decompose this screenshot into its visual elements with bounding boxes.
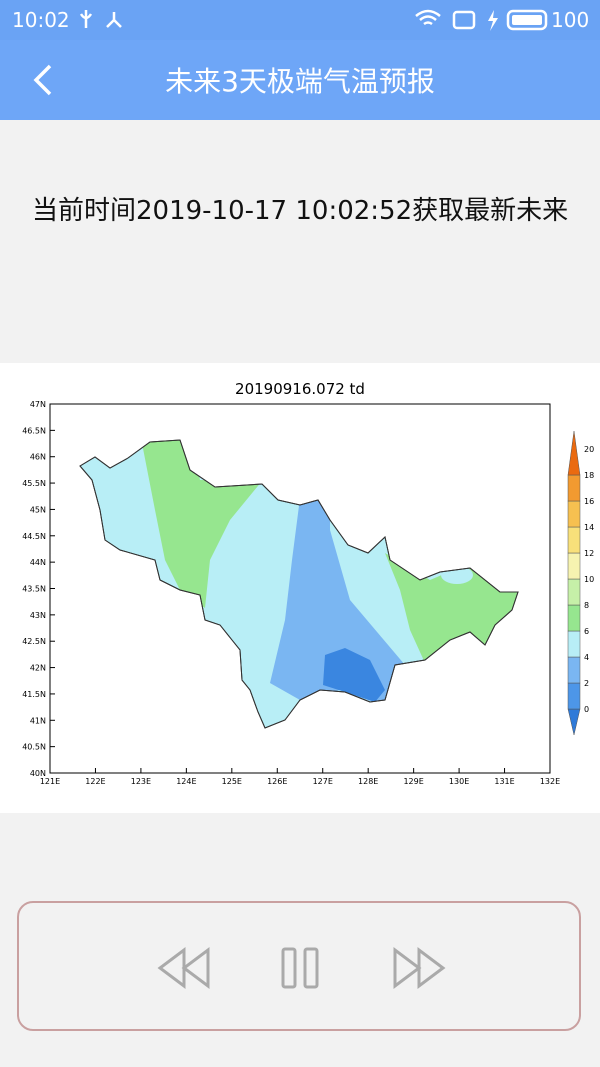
lon-label: 129E [403, 777, 423, 786]
lon-label: 132E [540, 777, 560, 786]
lon-label: 131E [494, 777, 514, 786]
colorbar-label: 6 [584, 627, 589, 636]
colorbar-label: 10 [584, 575, 594, 584]
colorbar-segment [567, 682, 581, 710]
map-image: 20190916.072 td 0 2 4 6 8 10 12 14 16 18 20 47N 46.… [22, 380, 594, 786]
colorbar-label: 14 [584, 523, 594, 532]
lat-label: 42.5N [22, 637, 46, 646]
colorbar-label: 20 [584, 445, 594, 454]
lat-label: 40.5N [22, 743, 46, 752]
lon-label: 121E [40, 777, 60, 786]
colorbar-label: 12 [584, 549, 594, 558]
colorbar-label: 4 [584, 653, 589, 662]
lat-label: 47N [30, 400, 46, 409]
colorbar-end [567, 430, 581, 476]
status-bar: 10:02 100 [0, 0, 600, 40]
forward-button[interactable] [393, 947, 446, 989]
lat-label: 44.5N [22, 532, 46, 541]
lon-label: 126E [267, 777, 287, 786]
lat-label: 40N [30, 769, 46, 778]
colorbar-segment [567, 604, 581, 632]
colorbar-label: 0 [584, 705, 589, 714]
lat-label: 45N [30, 505, 46, 514]
lat-label: 46N [30, 453, 46, 462]
colorbar-label: 16 [584, 497, 594, 506]
colorbar-label: 8 [584, 601, 589, 610]
map-title: 20190916.072 td [235, 380, 365, 398]
player-controls [17, 901, 581, 1031]
colorbar-segment [567, 630, 581, 658]
lat-label: 42N [30, 664, 46, 673]
colorbar-label: 2 [584, 679, 589, 688]
lat-label: 45.5N [22, 479, 46, 488]
lon-label: 128E [358, 777, 378, 786]
lon-label: 123E [131, 777, 151, 786]
lat-label: 41.5N [22, 690, 46, 699]
colorbar: 0 2 4 6 8 10 12 14 16 18 20 [567, 430, 594, 736]
region-border [79, 439, 519, 729]
lat-label: 41N [30, 716, 46, 725]
colorbar-segment [567, 578, 581, 606]
lon-label: 124E [176, 777, 196, 786]
control-icons [157, 947, 446, 989]
lat-label: 43.5N [22, 585, 46, 594]
page-title: 未来3天极端气温预报 [165, 65, 435, 98]
lat-label: 46.5N [22, 426, 46, 435]
lat-label: 44N [30, 558, 46, 567]
colorbar-segment [567, 526, 581, 554]
lon-label: 122E [85, 777, 105, 786]
map-panel: 20190916.072 td 0 2 4 6 8 10 12 14 16 18 20 47N 46.… [0, 363, 600, 813]
system-icons [415, 9, 548, 31]
status-icons [79, 10, 122, 28]
colorbar-segment [567, 656, 581, 684]
rewind-button[interactable] [157, 947, 210, 989]
info-text: 当前时间2019-10-17 10:02:52获取最新未来 [32, 196, 569, 226]
colorbar-segment [567, 474, 581, 502]
colorbar-segment [567, 552, 581, 580]
pause-button[interactable] [281, 947, 319, 989]
clock: 10:02 [12, 8, 70, 32]
colorbar-segment [567, 500, 581, 528]
app-bar: 未来3天极端气温预报 [0, 40, 600, 120]
lon-label: 125E [222, 777, 242, 786]
lon-label: 127E [313, 777, 333, 786]
colorbar-label: 18 [584, 471, 594, 480]
back-button[interactable] [28, 62, 58, 98]
colorbar-end [567, 708, 581, 736]
battery-level: 100 [551, 8, 590, 32]
lon-label: 130E [449, 777, 469, 786]
lat-label: 43N [30, 611, 46, 620]
